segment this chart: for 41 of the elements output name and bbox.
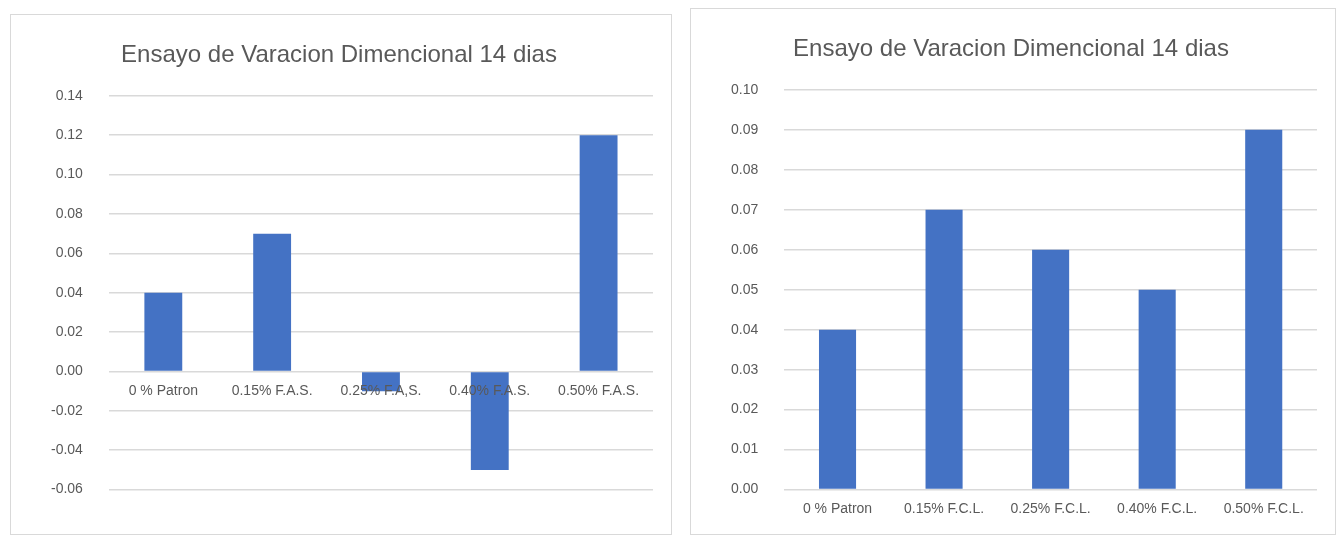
bar — [253, 233, 292, 371]
bar — [925, 209, 963, 489]
y-tick-label: 0.09 — [731, 120, 759, 137]
y-tick-label: 0.08 — [55, 204, 84, 221]
y-tick-label: 0.06 — [55, 244, 84, 261]
x-tick-label: 0.25% F.A,S. — [340, 382, 422, 399]
y-tick-label: 0.04 — [55, 283, 84, 300]
y-tick-label: 0.00 — [55, 362, 84, 379]
bar — [144, 292, 183, 371]
y-tick-label: 0.08 — [731, 160, 759, 177]
chart-title: Ensayo de Varacion Dimencional 14 dias — [793, 34, 1229, 62]
bar — [1245, 129, 1283, 489]
y-tick-label: 0.03 — [731, 360, 759, 377]
y-tick-label: 0.02 — [55, 322, 84, 339]
y-tick-label: 0.01 — [731, 440, 759, 457]
x-tick-label: 0 % Patron — [802, 500, 873, 517]
y-tick-label: 0.12 — [55, 126, 84, 143]
x-tick-label: 0.15% F.A.S. — [231, 382, 313, 399]
x-tick-label: 0.25% F.C.L. — [1010, 500, 1091, 517]
y-tick-label: 0.10 — [731, 80, 759, 97]
y-tick-label: 0.04 — [731, 320, 759, 337]
x-tick-label: 0.40% F.C.L. — [1117, 500, 1198, 517]
bar — [1032, 249, 1070, 489]
y-tick-label: 0.02 — [731, 400, 759, 417]
x-tick-label: 0.50% F.A.S. — [558, 382, 640, 399]
y-tick-label: -0.02 — [50, 401, 84, 418]
y-tick-label: 0.07 — [731, 200, 759, 217]
bar — [579, 135, 618, 371]
bar — [1138, 289, 1176, 489]
x-tick-label: 0 % Patron — [128, 382, 198, 399]
y-tick-label: 0.00 — [731, 480, 759, 497]
x-tick-label: 0.50% F.C.L. — [1223, 500, 1304, 517]
y-tick-label: -0.04 — [50, 441, 84, 458]
y-tick-label: 0.05 — [731, 280, 759, 297]
y-tick-label: 0.06 — [731, 240, 759, 257]
chart-title: Ensayo de Varacion Dimencional 14 dias — [121, 40, 557, 68]
x-tick-label: 0.15% F.C.L. — [904, 500, 985, 517]
y-tick-label: 0.14 — [55, 86, 84, 103]
y-tick-label: -0.06 — [50, 480, 84, 497]
y-tick-label: 0.10 — [55, 165, 84, 182]
bar — [818, 329, 857, 489]
